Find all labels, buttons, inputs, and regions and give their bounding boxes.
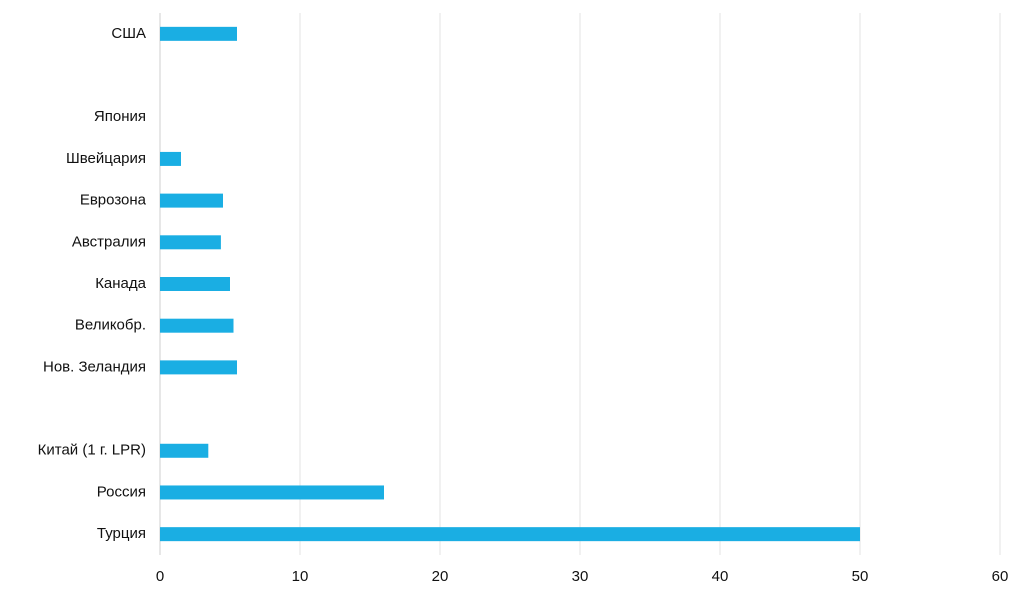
y-tick-label: Китай (1 г. LPR) [38,442,146,459]
y-tick-label: Швейцария [66,150,146,167]
bar [160,318,234,333]
bar [160,443,209,458]
bar [160,151,181,166]
y-tick-label: Турция [97,525,146,542]
bar [160,235,221,250]
bar [160,527,860,542]
x-tick-label: 30 [572,568,589,585]
x-tick-label: 10 [292,568,309,585]
x-tick-label: 60 [992,568,1009,585]
y-tick-label: Япония [94,108,146,125]
y-tick-label: Еврозона [80,192,147,209]
bar [160,485,384,500]
bar [160,26,237,41]
y-tick-label: Россия [97,483,146,500]
x-tick-label: 40 [712,568,729,585]
x-tick-label: 50 [852,568,869,585]
bar [160,277,230,291]
y-tick-label: Нов. Зеландия [43,358,146,375]
y-tick-label: Австралия [72,233,146,250]
y-tick-label: Канада [95,275,146,292]
bar [160,360,237,375]
x-tick-label: 0 [156,568,164,585]
bar [160,193,223,208]
y-tick-label: США [111,25,146,42]
x-tick-label: 20 [432,568,449,585]
y-tick-label: Великобр. [75,317,146,334]
